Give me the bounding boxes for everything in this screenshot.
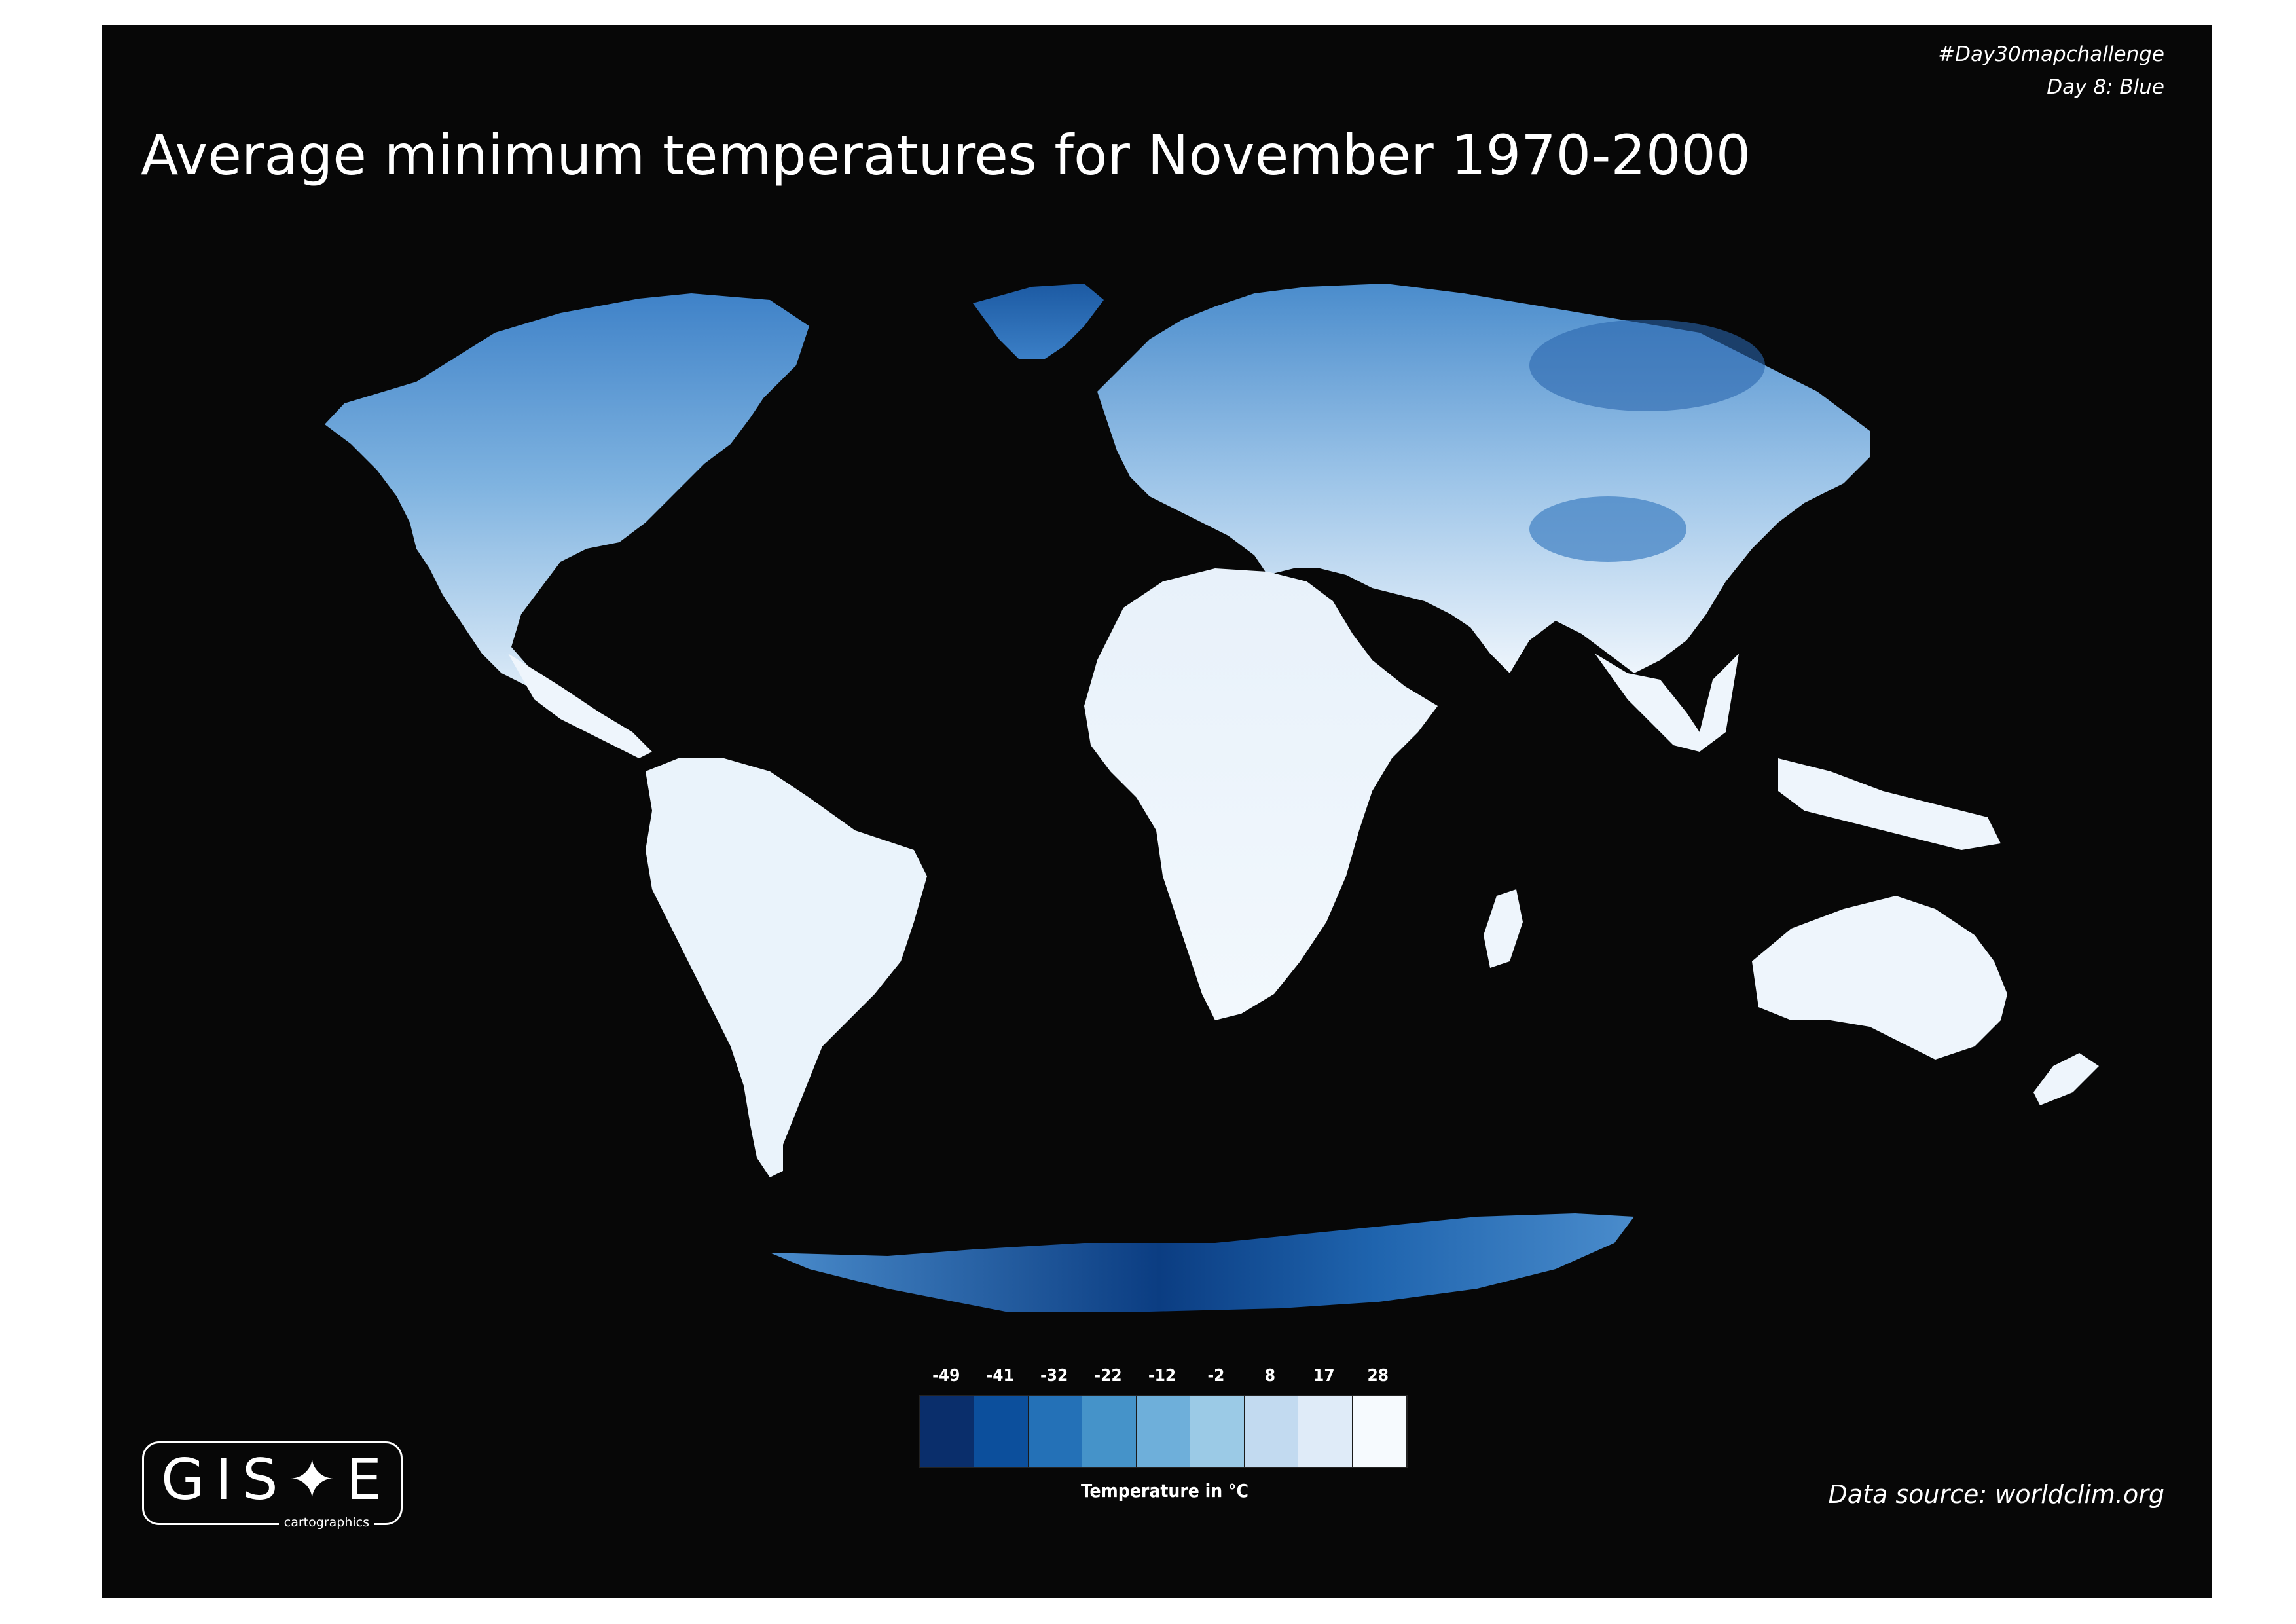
africa [1084,568,1438,1020]
legend-swatch [1136,1396,1191,1467]
map-canvas: #Day30mapchallenge Day 8: Blue Average m… [102,25,2212,1598]
temperature-legend: -49 -41 -32 -22 -12 -2 8 17 28 [900,1365,1408,1470]
legend-swatch [1298,1396,1353,1467]
hashtag-line: #Day30mapchallenge [1938,43,2164,66]
tibet-cold-zone [1529,496,1686,562]
legend-tick-label: -49 [932,1366,960,1386]
legend-swatch [1244,1396,1299,1467]
legend-tick-label: -12 [1148,1366,1176,1386]
legend-swatch [1352,1396,1406,1467]
legend-tick-label: 8 [1264,1366,1276,1386]
north-america [325,293,809,719]
legend-tick-label: 17 [1313,1366,1335,1386]
legend-color-bar [919,1395,1408,1468]
south-asia [1595,654,1739,752]
central-america [508,654,652,758]
legend-swatch [1190,1396,1245,1467]
greenland [973,284,1104,359]
logo-text: GIS✦E [161,1447,392,1513]
challenge-day-line: Day 8: Blue [2047,75,2164,99]
legend-swatch [920,1396,975,1467]
new-zealand [2033,1053,2099,1105]
hashtag-caption: #Day30mapchallenge Day 8: Blue [1938,38,2164,103]
legend-tick-label: 28 [1367,1366,1389,1386]
world-map [325,284,2099,1312]
maritime-southeast-asia [1778,758,2001,850]
antarctica [770,1213,1634,1312]
madagascar [1484,889,1523,968]
south-america [646,758,927,1177]
legend-tick-label: -22 [1094,1366,1122,1386]
legend-tick-label: -2 [1207,1366,1225,1386]
siberia-cold-zone [1529,320,1765,411]
legend-swatch [1028,1396,1083,1467]
legend-title: Temperature in °C [1080,1480,1249,1502]
australia [1752,896,2007,1060]
legend-swatch [974,1396,1029,1467]
legend-swatch [1082,1396,1137,1467]
legend-tick-label: -41 [986,1366,1014,1386]
map-title: Average minimum temperatures for Novembe… [141,123,1751,187]
gis-logo: GIS✦E cartographics [142,1441,403,1530]
data-source: Data source: worldclim.org [1828,1480,2164,1509]
logo-subtitle: cartographics [278,1515,374,1530]
legend-tick-labels: -49 -41 -32 -22 -12 -2 8 17 28 [900,1365,1397,1388]
legend-tick-label: -32 [1040,1366,1068,1386]
